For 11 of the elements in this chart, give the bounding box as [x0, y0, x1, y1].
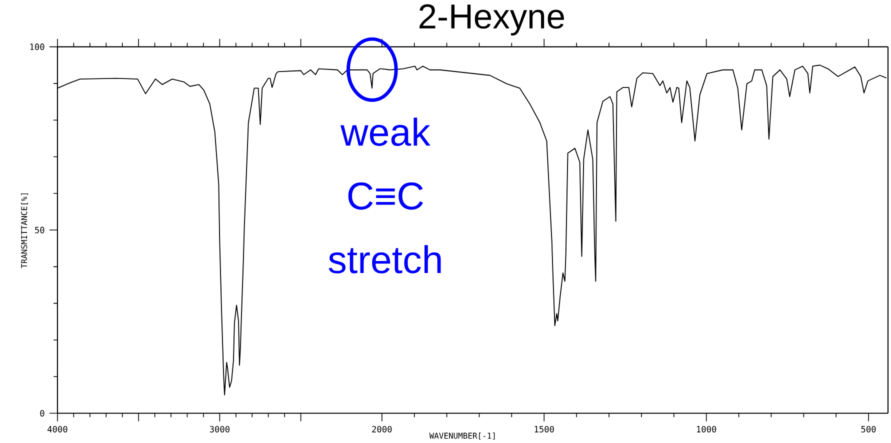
- chart-title: 2-Hexyne: [420, 4, 564, 36]
- y-tick-label: 50: [35, 226, 44, 234]
- x-tick-label: 1000: [696, 426, 716, 432]
- y-tick-label: 0: [40, 410, 44, 416]
- y-tick-label: 100: [30, 43, 44, 50]
- x-tick-label: 4000: [48, 426, 68, 432]
- x-tick-label: 3000: [210, 426, 230, 432]
- x-tick-label: 500: [861, 426, 876, 432]
- x-tick-label: 2000: [372, 426, 392, 432]
- annotation: weak C≡C stretch: [328, 118, 441, 274]
- x-tick-label: 1500: [534, 426, 554, 432]
